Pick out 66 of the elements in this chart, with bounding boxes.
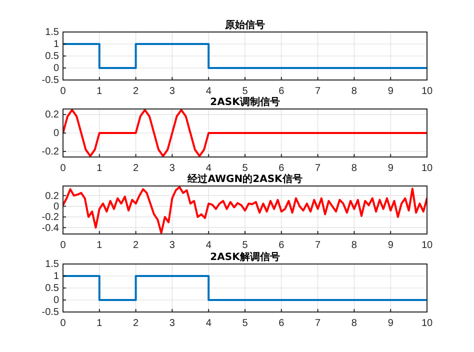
y-tick-label: 0 — [53, 128, 60, 140]
y-tick-label: 0.5 — [45, 283, 60, 294]
x-tick-label: 1 — [96, 163, 103, 174]
y-tick-label: 0 — [53, 201, 60, 212]
line-series — [63, 186, 427, 234]
chart-title: 经过AWGN的2ASK信号 — [186, 173, 302, 185]
x-tick-label: 0 — [60, 86, 66, 97]
x-tick-label: 4 — [206, 240, 212, 251]
y-tick-label: 1.5 — [45, 27, 60, 38]
x-tick-label: 0 — [60, 318, 66, 329]
x-tick-label: 9 — [388, 163, 394, 174]
x-tick-label: 9 — [388, 240, 394, 251]
x-tick-label: 6 — [278, 86, 285, 97]
x-tick-label: 6 — [278, 318, 285, 329]
chart-title: 原始信号 — [224, 19, 265, 31]
x-tick-label: 1 — [96, 86, 103, 97]
x-tick-label: 1 — [96, 240, 103, 251]
x-tick-label: 7 — [315, 86, 322, 97]
x-tick-label: 2 — [133, 163, 140, 174]
x-tick-label: 6 — [278, 163, 285, 174]
x-tick-label: 2 — [133, 318, 140, 329]
x-tick-label: 7 — [315, 318, 322, 329]
x-tick-label: 3 — [169, 163, 176, 174]
y-tick-label: 1 — [53, 39, 60, 50]
x-tick-label: 2 — [133, 86, 140, 97]
x-tick-label: 0 — [60, 163, 66, 174]
y-tick-label: 0.2 — [45, 190, 60, 202]
x-tick-label: 1 — [96, 318, 103, 329]
y-tick-label: 0 — [53, 63, 60, 74]
x-tick-label: 5 — [242, 163, 248, 174]
x-tick-label: 8 — [351, 163, 358, 174]
y-tick-label: -0.2 — [42, 146, 60, 158]
x-tick-label: 3 — [169, 86, 176, 97]
y-tick-label: -0.5 — [42, 75, 60, 86]
y-tick-label: -0.4 — [42, 222, 60, 234]
x-tick-label: 4 — [206, 318, 212, 329]
y-tick-label: 0.5 — [45, 51, 60, 62]
x-tick-label: 4 — [206, 86, 212, 97]
x-tick-label: 7 — [315, 163, 322, 174]
x-tick-label: 4 — [206, 163, 212, 174]
x-tick-label: 0 — [60, 240, 66, 251]
x-tick-label: 5 — [242, 318, 248, 329]
x-tick-label: 6 — [278, 240, 285, 251]
x-tick-label: 10 — [421, 163, 433, 174]
x-tick-label: 9 — [388, 318, 394, 329]
chart-title: 2ASK解调信号 — [210, 251, 280, 263]
y-tick-label: 0.2 — [45, 110, 60, 121]
y-tick-label: 1.5 — [45, 259, 60, 270]
x-tick-label: 8 — [351, 240, 358, 251]
x-tick-label: 8 — [351, 86, 358, 97]
x-tick-label: 5 — [242, 240, 248, 251]
x-tick-label: 8 — [351, 318, 358, 329]
x-tick-label: 10 — [421, 240, 433, 251]
x-tick-label: 5 — [242, 86, 248, 97]
x-tick-label: 10 — [421, 318, 433, 329]
y-tick-label: -0.5 — [42, 307, 60, 318]
y-tick-label: -0.2 — [42, 212, 60, 224]
x-tick-label: 3 — [169, 240, 176, 251]
y-tick-label: 0 — [53, 295, 60, 306]
y-tick-label: 1 — [53, 271, 60, 282]
chart-title: 2ASK调制信号 — [210, 96, 280, 108]
x-tick-label: 7 — [315, 240, 322, 251]
x-tick-label: 3 — [169, 318, 176, 329]
x-tick-label: 10 — [421, 86, 433, 97]
x-tick-label: 2 — [133, 240, 140, 251]
x-tick-label: 9 — [388, 86, 394, 97]
